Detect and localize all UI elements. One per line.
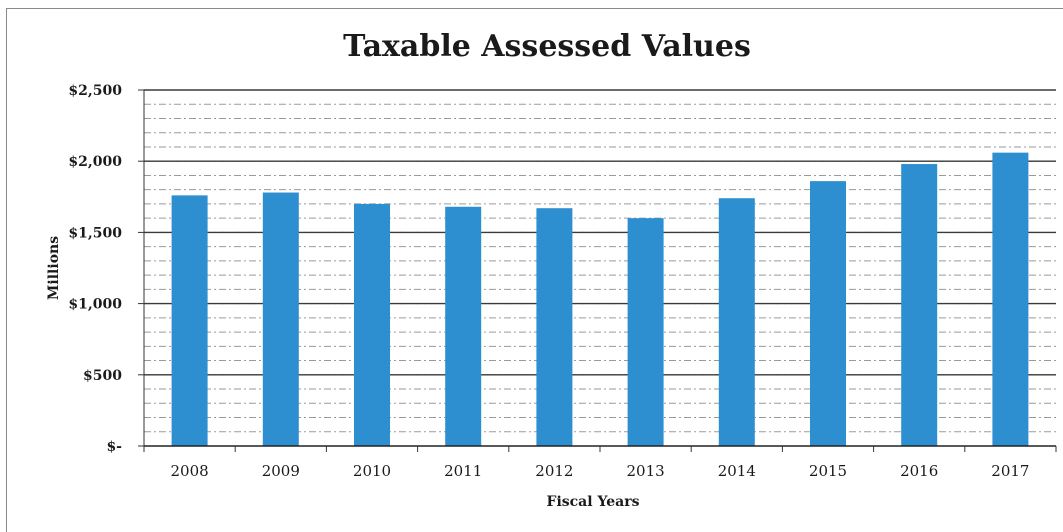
- x-tick-label: 2014: [718, 462, 756, 480]
- y-tick-label: $500: [83, 368, 122, 384]
- bar-2013: [627, 218, 664, 446]
- x-tick-label: 2013: [627, 462, 665, 480]
- bar-2014: [718, 198, 755, 446]
- x-tick-label: 2012: [535, 462, 573, 480]
- chart-title: Taxable Assessed Values: [343, 29, 751, 64]
- x-tick-label: 2009: [262, 462, 300, 480]
- bar-2012: [536, 208, 573, 446]
- x-tick-label: 2016: [900, 462, 938, 480]
- y-tick-label: $1,000: [68, 297, 122, 313]
- y-axis-label: Millions: [46, 236, 62, 300]
- bar-2008: [171, 195, 208, 446]
- y-tick-label: $1,500: [68, 225, 122, 241]
- axes: $- $500 $1,000 $1,500 $2,000 $2,500 2008 2009 20…: [68, 83, 1057, 480]
- bar-2011: [445, 206, 482, 446]
- bar-2016: [901, 164, 938, 446]
- x-tick-label: 2010: [353, 462, 391, 480]
- bar-2015: [810, 181, 846, 447]
- x-axis-label: Fiscal Years: [547, 494, 640, 510]
- y-tick-label: $2,500: [68, 83, 122, 99]
- x-tick-label: 2011: [444, 462, 482, 480]
- bar-2009: [262, 192, 299, 446]
- y-tick-label: $2,000: [68, 154, 122, 170]
- bars: [171, 152, 1029, 447]
- bar-2017: [992, 152, 1029, 446]
- x-tick-label: 2017: [991, 462, 1029, 480]
- x-tick-label: 2015: [809, 462, 847, 480]
- bar-2010: [354, 203, 390, 446]
- y-tick-label: $-: [106, 439, 122, 455]
- x-tick-label: 2008: [171, 462, 209, 480]
